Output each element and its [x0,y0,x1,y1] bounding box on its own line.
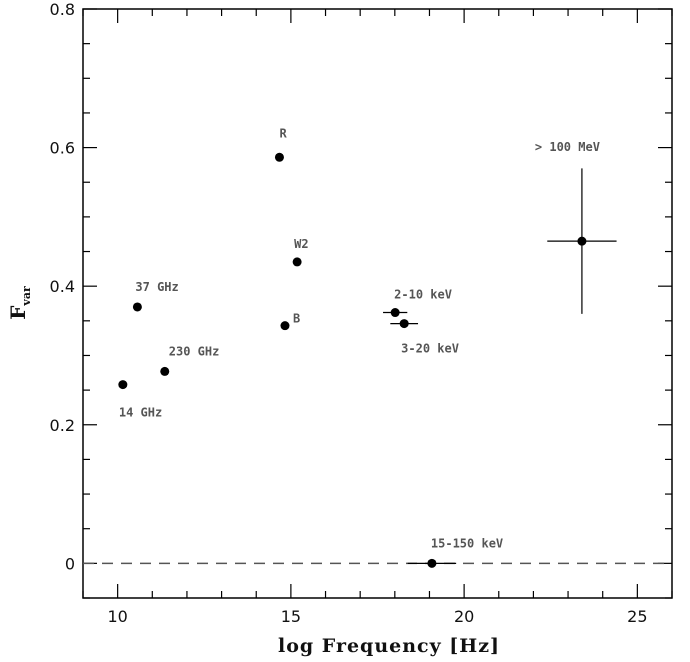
x-axis-title: log Frequency [Hz] [278,635,500,657]
data-point [390,308,400,318]
axis-ticks [82,8,673,599]
point-label: 37 GHz [135,280,178,294]
point-label: B [293,312,300,326]
data-point [577,236,587,246]
point-label: > 100 MeV [535,140,600,154]
x-tick-label: 15 [281,607,301,626]
y-tick-label: 0 [65,554,75,573]
x-tick-label: 10 [107,607,127,626]
y-tick-label: 0.2 [50,416,75,435]
data-point [280,321,290,331]
point-label: 3-20 keV [401,342,459,356]
point-label: R [279,126,287,140]
point-label: 15-150 keV [431,536,503,550]
data-point [399,319,409,329]
y-axis-title-main: F [6,306,30,320]
point-label: 2-10 keV [394,288,452,302]
svg-text:Fvar: Fvar [6,286,33,320]
point-label: W2 [294,237,308,251]
x-tick-label: 25 [627,607,647,626]
y-axis-title: Fvar [6,286,33,320]
data-point [132,302,142,312]
x-tick-label: 20 [454,607,474,626]
y-tick-label: 0.8 [50,0,75,19]
y-tick-label: 0.4 [50,277,75,296]
data-points [118,152,587,568]
point-label: 230 GHz [169,344,220,358]
data-point [118,380,128,390]
point-label: 14 GHz [119,406,162,420]
data-point [427,558,437,568]
data-point [160,366,170,376]
error-bars [383,168,617,564]
tick-labels: 10 15 20 25 0 0.2 0.4 0.6 0.8 [50,0,648,626]
data-point [292,257,302,267]
point-labels: 14 GHz 37 GHz 230 GHz R B W2 2-10 keV 3-20 keV 1… [119,126,600,550]
y-axis-title-subscript: var [20,286,33,307]
data-point [274,152,284,162]
y-tick-label: 0.6 [50,139,75,158]
plot-frame [82,8,673,599]
